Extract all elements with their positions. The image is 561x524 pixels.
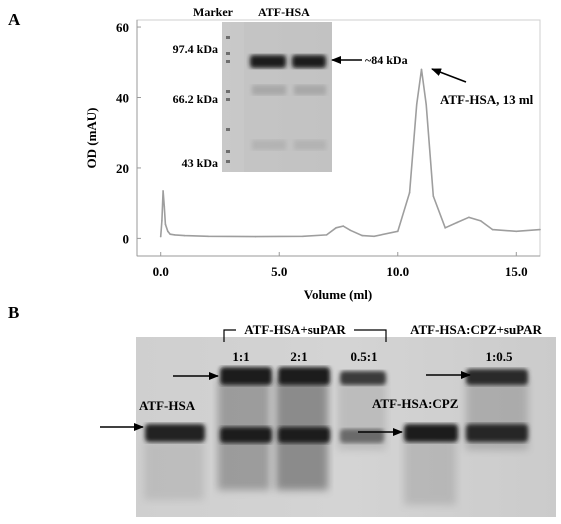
data-point [456, 221, 458, 224]
lane-label-atf-hsa-cpz: ATF-HSA:CPZ [372, 396, 459, 411]
x-axis-label: Volume (ml) [304, 287, 373, 302]
data-point [162, 190, 164, 192]
data-point [491, 228, 494, 231]
data-point [254, 235, 257, 238]
band-1-05-bottom [466, 424, 528, 442]
data-point [539, 228, 541, 231]
data-point [468, 216, 470, 219]
data-point [169, 233, 171, 235]
gel-a-band-lane2 [292, 55, 326, 68]
group1-bracket [223, 329, 387, 342]
chromatogram-chart: 0 20 40 60 0.0 5.0 10.0 15.0 Volume (ml) OD (m… [84, 19, 541, 302]
data-point [167, 230, 169, 233]
data-point [159, 235, 162, 238]
group1-label: ATF-HSA+suPAR [244, 322, 346, 337]
band-2-1-top [278, 367, 330, 385]
ratio-label-1: 1:1 [232, 349, 249, 364]
band-1-05-top [466, 369, 528, 385]
y-tick-label: 20 [116, 161, 129, 176]
y-tick-label: 60 [116, 20, 129, 35]
band-05-1-bottom [340, 429, 384, 443]
marker-label-97: 97.4 kDa [173, 42, 218, 56]
x-tick-label: 5.0 [271, 264, 287, 279]
data-point [425, 103, 428, 106]
data-point [325, 234, 328, 236]
data-point [361, 234, 364, 237]
x-tick-label: 15.0 [505, 264, 528, 279]
x-tick-label: 0.0 [153, 264, 169, 279]
marker-lane [226, 36, 230, 163]
y-tick-label: 0 [123, 231, 130, 246]
y-axis-label: OD (mAU) [84, 107, 99, 168]
y-tick-group: 0 20 40 60 [116, 20, 141, 246]
data-point [207, 235, 209, 238]
gel-b [136, 337, 556, 517]
data-point [161, 219, 163, 222]
group2-label: ATF-HSA:CPZ+suPAR [410, 322, 542, 337]
gel-header-sample: ATF-HSA [258, 5, 310, 19]
y-tick-label: 40 [116, 90, 129, 105]
gel-header-marker: Marker [193, 5, 234, 19]
band-2-1-bottom [278, 427, 330, 443]
data-point [163, 205, 166, 208]
inset-gel: Marker ATF-HSA 97.4 kDa 66.2 kDa 43 kDa … [173, 5, 408, 172]
ratio-label-2: 2:1 [290, 349, 307, 364]
data-point-group [159, 68, 541, 238]
peak-arrow [431, 68, 467, 83]
ratio-label-4: 1:0.5 [485, 349, 513, 364]
data-point [335, 227, 337, 229]
data-point [515, 230, 518, 233]
panel-a-label: A [8, 10, 21, 29]
data-point [432, 195, 435, 197]
x-tick-label: 10.0 [386, 264, 409, 279]
gel-a-band-lane1 [250, 55, 286, 68]
peak-annotation: ATF-HSA, 13 ml [440, 92, 534, 107]
data-point [444, 227, 446, 229]
band-annotation: ~84 kDa [365, 53, 408, 67]
data-point [164, 223, 167, 226]
band-1-1-bottom [220, 427, 272, 443]
band-1-1-top [220, 367, 272, 385]
data-point [479, 219, 482, 222]
data-point [342, 225, 345, 227]
data-point [396, 230, 399, 233]
data-point [183, 234, 186, 237]
panel-b-label: B [8, 303, 19, 322]
band-atf-hsa-cpz [404, 424, 458, 442]
marker-label-66: 66.2 kDa [173, 92, 218, 106]
x-tick-group: 0.0 5.0 10.0 15.0 [153, 252, 528, 279]
data-point [349, 229, 352, 232]
marker-label-43: 43 kDa [182, 156, 218, 170]
band-05-1-top [340, 371, 386, 385]
data-point [415, 103, 418, 106]
band-atf-hsa [145, 424, 205, 442]
data-point [302, 235, 304, 238]
data-point [420, 68, 423, 71]
ratio-label-3: 0.5:1 [350, 349, 377, 364]
data-point [408, 191, 411, 194]
data-point [373, 235, 375, 238]
lane-label-atf-hsa: ATF-HSA [139, 398, 196, 413]
data-point [174, 234, 176, 236]
